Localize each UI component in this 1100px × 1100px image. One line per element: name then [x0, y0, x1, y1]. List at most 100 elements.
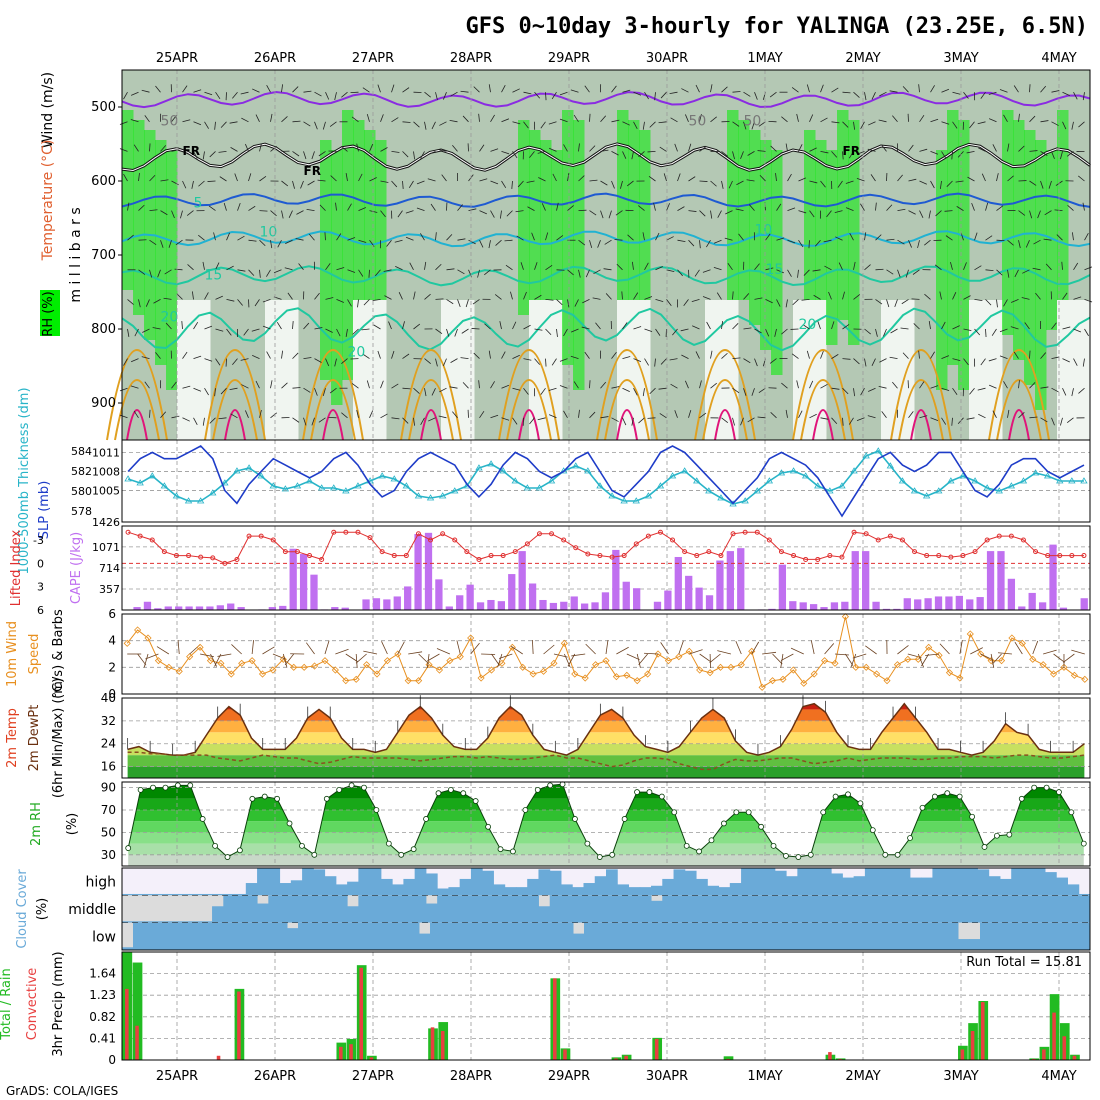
rh-dry-cell	[540, 300, 552, 440]
wind-barb	[732, 121, 740, 127]
cloud-cell-low	[133, 922, 145, 950]
wind-barb	[1051, 90, 1060, 93]
wind-barb	[152, 327, 161, 330]
cape-top-tick-label: 1426	[92, 516, 120, 529]
thickness-line-marker	[535, 484, 544, 491]
wind-barb	[358, 269, 364, 277]
wind-barb	[785, 409, 788, 418]
wind-barb	[1051, 322, 1057, 330]
wind-barb	[248, 173, 252, 182]
wind-barb	[160, 411, 167, 419]
wind-barb	[1060, 417, 1063, 426]
wind-barb	[468, 239, 476, 245]
cloud-cell-high	[876, 868, 888, 896]
wind-barb	[848, 151, 854, 159]
cloud-level-label-high: high	[85, 875, 116, 891]
cloud-cell-low	[826, 922, 838, 950]
wind-barb	[600, 210, 604, 219]
cape-bar	[789, 601, 797, 610]
wind-speed-marker	[716, 663, 725, 671]
cape-bar	[279, 605, 287, 610]
cloud-cell-low	[573, 933, 585, 950]
wind-barb	[1040, 180, 1044, 189]
lifted-tick-label: -3	[33, 534, 44, 547]
cloud-cell-high	[966, 868, 978, 896]
wind-barb	[941, 151, 947, 159]
wind-barb	[366, 113, 370, 122]
dewpoint-axis-label: 2m DewPt	[27, 705, 42, 772]
cloud-cell-high	[594, 876, 607, 896]
wind-barb	[725, 210, 733, 215]
wind-barb	[706, 321, 711, 330]
wind-speed-marker	[373, 670, 381, 678]
cloud-cell-low	[408, 922, 420, 950]
wind-barb	[347, 203, 352, 211]
wind-barb	[644, 652, 659, 655]
wind-barb	[941, 355, 950, 359]
cloud-cell-high	[122, 893, 134, 896]
wind-barb	[499, 210, 502, 219]
cape-bar	[1007, 578, 1016, 610]
rh-marker	[919, 804, 926, 811]
wind-barb	[831, 321, 835, 330]
wind-barb	[245, 410, 249, 418]
wind-barb	[303, 322, 310, 330]
wind-barb	[721, 180, 724, 189]
cloud-cell-middle	[842, 895, 855, 923]
wind-barb	[303, 387, 311, 393]
wind-barb	[237, 269, 246, 272]
wind-barb	[631, 417, 634, 426]
wind-barb	[270, 210, 277, 217]
rh-dry-cell	[980, 300, 992, 440]
wind-barb	[1054, 209, 1063, 211]
thickness-line-marker	[160, 482, 169, 489]
cloud-cell-high	[752, 868, 765, 896]
wind-barb	[383, 269, 392, 272]
slp-axis-label: SLP (mb)	[37, 481, 52, 540]
thickness-line-marker	[632, 497, 640, 504]
wind-barb	[534, 294, 542, 300]
wind-barb	[1045, 263, 1052, 271]
wind-barb	[1053, 653, 1065, 663]
cloud-cell-middle	[189, 921, 202, 923]
lifted-index-marker	[319, 556, 325, 562]
cloud-cell-low	[749, 922, 761, 950]
wind-barb	[369, 143, 374, 152]
cloud-cell-low	[353, 922, 365, 950]
wind-barb	[578, 239, 586, 246]
thickness-line-marker	[644, 492, 653, 499]
wind-barb	[311, 151, 315, 160]
wind-barb	[380, 210, 386, 218]
wind-barb	[516, 235, 524, 241]
wind-barb	[658, 387, 667, 390]
cloud-cell-high	[335, 884, 348, 896]
wind-barb	[831, 121, 840, 124]
rh-tick-label: 90	[101, 781, 116, 795]
cape-bar	[175, 606, 183, 610]
wind-barb	[918, 350, 920, 359]
rh-cell	[166, 150, 178, 390]
rh-marker	[634, 789, 640, 795]
wind-barb	[298, 263, 304, 271]
wind-barb	[892, 381, 898, 389]
wind-barb	[683, 299, 689, 307]
wind-barb	[259, 210, 268, 212]
cloud-cell-middle	[909, 895, 922, 923]
wind-barb	[462, 382, 469, 389]
cape-tick-label: 357	[99, 583, 120, 596]
wind-barb	[431, 121, 436, 130]
thickness-line-marker	[451, 487, 459, 494]
wind-barb	[1043, 238, 1052, 241]
wind-barb	[921, 653, 930, 667]
wind-barb	[985, 235, 993, 241]
wind-barb	[226, 232, 230, 241]
cape-bar	[341, 607, 349, 610]
cloud-cell-low	[441, 922, 453, 950]
lifted-index-marker	[1081, 553, 1087, 559]
wind-barb	[207, 180, 216, 182]
wind-barb	[262, 646, 275, 655]
wind-barb	[234, 173, 238, 182]
rh-dry-cell	[892, 300, 904, 440]
wind-barb	[218, 417, 227, 420]
wind-barb	[292, 180, 295, 189]
